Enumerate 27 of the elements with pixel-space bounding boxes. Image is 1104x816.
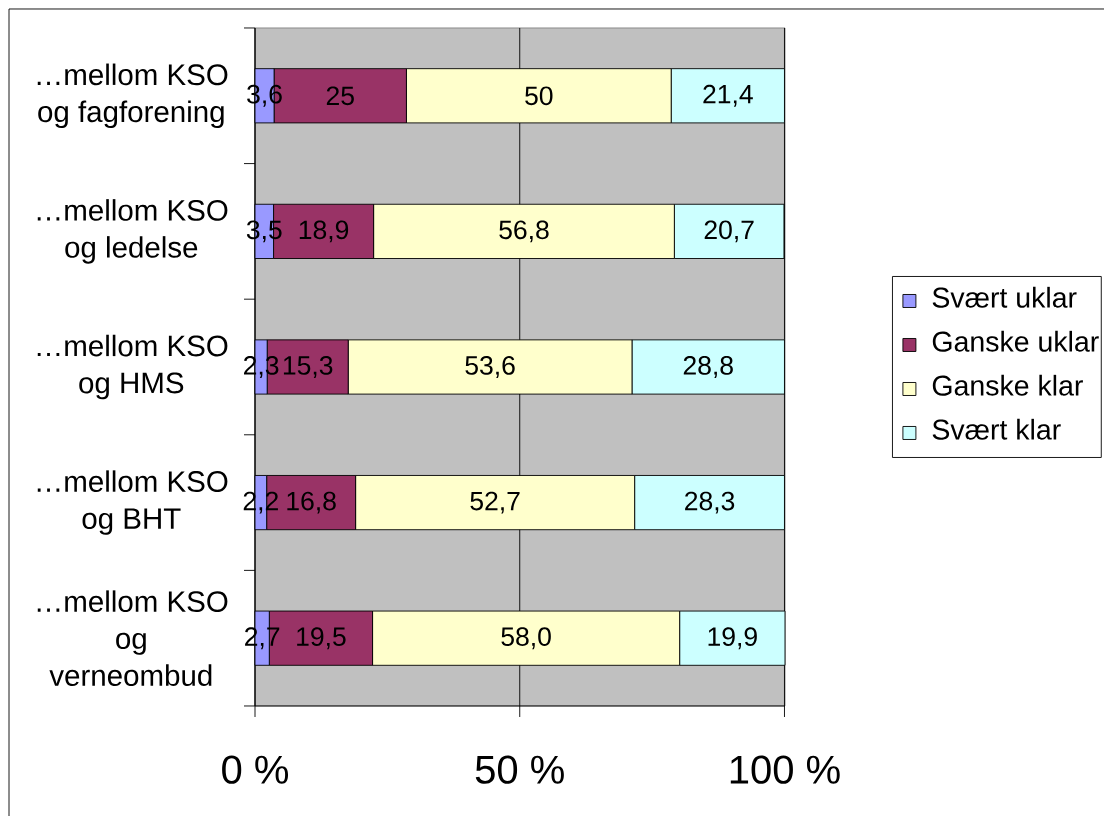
data-label: 25 [326,86,354,106]
data-label: 15,3 [283,356,333,378]
y-tick-label: …mellom KSO og HMS [37,334,228,400]
y-tick-label: …mellom KSO og ledelse [37,199,228,264]
data-label: 21,4 [703,84,753,107]
data-label: 53,6 [465,356,515,378]
data-label: 20,7 [704,220,754,243]
legend-label: Ganske uklar [932,330,1099,352]
data-label: 18,9 [299,220,349,243]
y-tick-label: …mellom KSO og BHT [37,470,228,535]
x-tick-label: 0 % [222,755,288,784]
data-label: 28,8 [683,356,733,378]
x-tick-label: 100 % [730,755,840,784]
legend-label: Svært uklar [932,286,1077,308]
data-label: 28,3 [685,491,735,514]
legend-label: Svært klar [932,418,1061,440]
data-label: 58,0 [501,627,551,650]
data-label: 19,9 [708,627,757,650]
data-label: 19,5 [297,627,346,650]
y-tick-label: …mellom KSO og fagforening [37,63,228,129]
legend-label: Ganske klar [932,374,1083,396]
data-label: 52,7 [470,491,520,514]
data-label: 56,8 [499,220,549,243]
y-tick-label: …mellom KSO og verneombud [37,590,228,687]
data-label: 16,8 [287,491,336,514]
data-label: 50 [525,86,553,106]
x-tick-label: 50 % [475,755,564,784]
